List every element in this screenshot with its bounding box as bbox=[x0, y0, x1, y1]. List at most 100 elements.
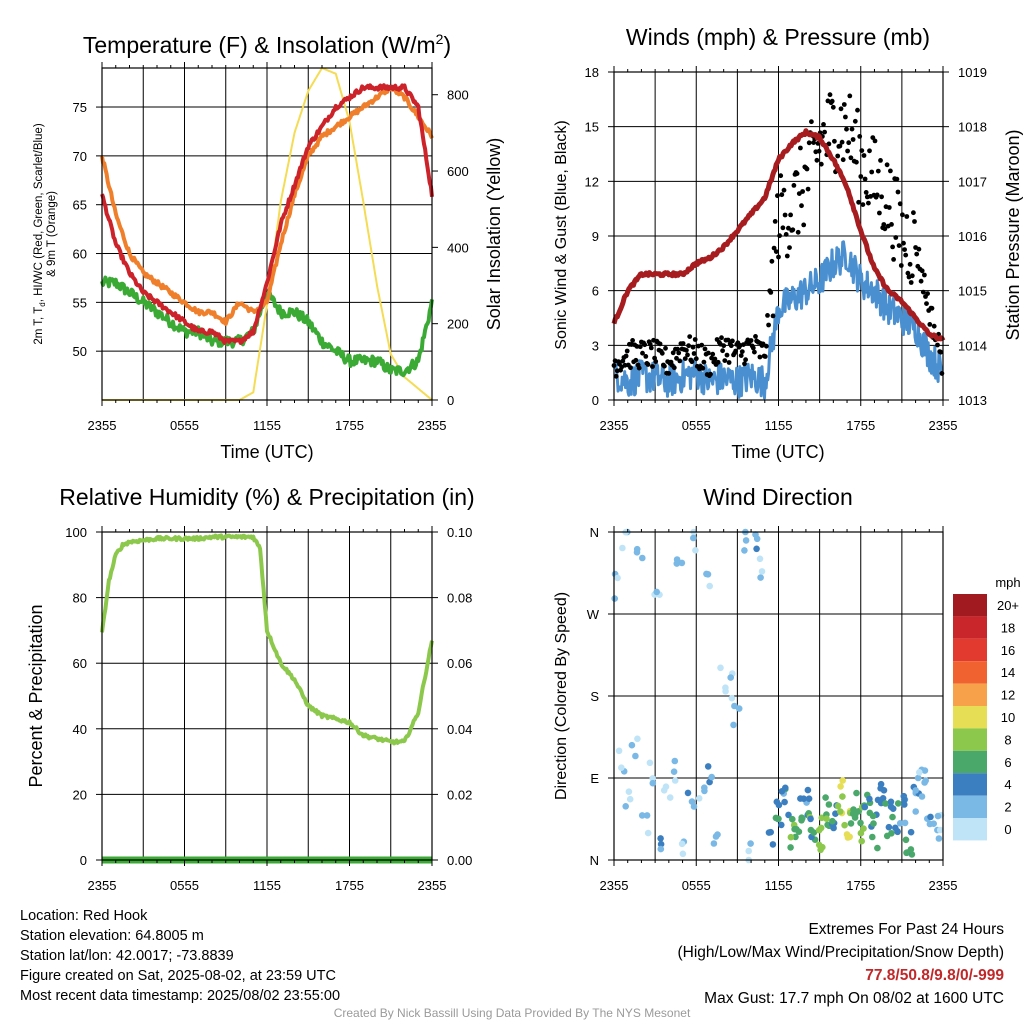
gust-point bbox=[633, 357, 639, 363]
legend-swatch bbox=[953, 795, 987, 818]
gust-point bbox=[881, 222, 887, 227]
wind-ytick-label: 9 bbox=[592, 229, 599, 244]
gust-point bbox=[920, 289, 926, 295]
direction-point bbox=[834, 802, 842, 810]
gust-point bbox=[795, 229, 801, 235]
gust-point bbox=[628, 365, 633, 371]
gust-point bbox=[647, 341, 653, 347]
direction-point bbox=[684, 789, 692, 797]
station-elevation: Station elevation: 64.8005 m bbox=[20, 928, 204, 944]
gust-point bbox=[848, 155, 854, 161]
direction-point bbox=[622, 803, 629, 810]
gust-point bbox=[705, 350, 711, 356]
gust-point bbox=[814, 157, 820, 163]
direction-point bbox=[614, 574, 621, 582]
rh-ytick-label-right: 0.00 bbox=[447, 853, 472, 868]
wind-ytick-label: 6 bbox=[592, 284, 599, 299]
direction-point bbox=[839, 793, 846, 800]
gust-point bbox=[733, 348, 739, 354]
direction-point bbox=[712, 833, 720, 840]
wind-xtick-label: 1155 bbox=[765, 418, 793, 433]
direction-point bbox=[837, 783, 844, 790]
direction-point bbox=[787, 833, 795, 841]
direction-point bbox=[745, 847, 752, 855]
extremes-box: Extremes For Past 24 Hours (High/Low/Max… bbox=[678, 918, 1005, 1010]
gust-point bbox=[750, 345, 756, 351]
direction-point bbox=[839, 777, 846, 784]
gust-point bbox=[677, 358, 683, 364]
direction-point bbox=[922, 777, 929, 784]
gust-point bbox=[693, 356, 699, 362]
rh-xtick-label: 1155 bbox=[253, 878, 281, 893]
direction-point bbox=[741, 547, 748, 554]
gust-point bbox=[811, 140, 816, 146]
direction-point bbox=[773, 798, 781, 806]
direction-point bbox=[632, 752, 639, 760]
gust-point bbox=[821, 122, 826, 127]
legend-label: 4 bbox=[1004, 777, 1011, 792]
temp-ytick-label: 60 bbox=[73, 247, 87, 262]
direction-point bbox=[849, 810, 857, 817]
gust-point bbox=[645, 362, 651, 367]
gust-point bbox=[689, 359, 695, 365]
gust-point bbox=[712, 356, 718, 362]
direction-point bbox=[728, 694, 736, 702]
direction-point bbox=[756, 555, 764, 563]
direction-point bbox=[717, 664, 724, 672]
dir-ytick-label: N bbox=[590, 525, 599, 540]
pressure-line bbox=[611, 128, 946, 342]
direction-point bbox=[710, 840, 718, 847]
gust-point bbox=[728, 343, 734, 349]
direction-point bbox=[894, 800, 902, 807]
direction-point bbox=[690, 534, 697, 542]
extremes-values: 77.8/50.8/9.8/0/-999 bbox=[865, 967, 1004, 984]
gust-point bbox=[684, 347, 689, 353]
direction-point bbox=[799, 815, 806, 822]
direction-point bbox=[670, 768, 678, 775]
gust-point bbox=[630, 338, 635, 343]
gust-point bbox=[835, 153, 841, 159]
gust-point bbox=[710, 351, 716, 357]
temp-ytick-label: 75 bbox=[73, 100, 87, 115]
gust-point bbox=[938, 349, 944, 355]
temp-xtick-label: 2355 bbox=[418, 418, 447, 433]
gust-point bbox=[781, 187, 787, 193]
temp-ytick-label-right: 0 bbox=[447, 393, 454, 408]
direction-point bbox=[805, 795, 813, 802]
gust-point bbox=[843, 114, 848, 120]
dir-xtick-label: 2355 bbox=[929, 878, 958, 893]
direction-point bbox=[901, 796, 908, 803]
gust-point bbox=[826, 141, 832, 147]
gust-point bbox=[700, 365, 706, 371]
legend-label: 10 bbox=[1001, 710, 1015, 725]
gust-point bbox=[743, 357, 748, 363]
direction-point bbox=[807, 815, 814, 823]
rh-ytick-label-right: 0.04 bbox=[447, 722, 472, 737]
temperature-panel: 2355 0555 1155 1755 2355 50 55 60 65 70 75 0 200 400 6… bbox=[73, 62, 469, 433]
gust-point bbox=[724, 352, 730, 358]
direction-point bbox=[678, 559, 686, 567]
direction-point bbox=[787, 844, 794, 851]
direction-point bbox=[747, 840, 754, 847]
gust-point bbox=[620, 358, 626, 364]
gust-point bbox=[702, 346, 708, 352]
temp-ytick-label: 70 bbox=[73, 149, 87, 164]
direction-point bbox=[907, 828, 915, 836]
gust-point bbox=[768, 290, 774, 295]
gust-point bbox=[854, 159, 859, 165]
gust-point bbox=[862, 176, 868, 182]
direction-point bbox=[869, 833, 876, 841]
gust-point bbox=[844, 126, 849, 132]
gust-point bbox=[715, 359, 721, 365]
extremes-subtitle: (High/Low/Max Wind/Precipitation/Snow De… bbox=[677, 944, 1005, 961]
rh-ytick-label-right: 0.06 bbox=[447, 656, 472, 671]
dir-xtick-label: 0555 bbox=[682, 878, 711, 893]
direction-point bbox=[936, 826, 944, 834]
direction-point bbox=[901, 819, 909, 827]
gust-point bbox=[798, 145, 803, 151]
wind-ylabel-right: Station Pressure (Maroon) bbox=[1003, 129, 1023, 340]
gust-point bbox=[753, 334, 758, 339]
dir-ytick-label: S bbox=[590, 689, 599, 704]
direction-point bbox=[692, 547, 699, 554]
gust-point bbox=[897, 201, 903, 207]
